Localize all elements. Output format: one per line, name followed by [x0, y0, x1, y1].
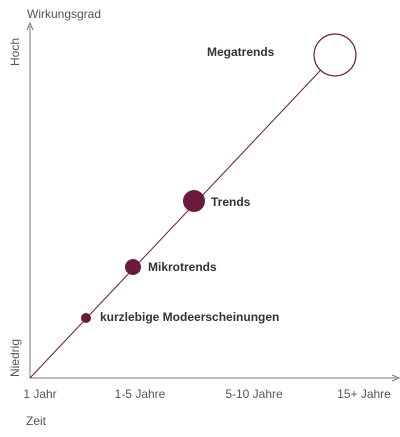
x-title: Zeit	[26, 414, 47, 428]
node-dot	[183, 190, 205, 212]
node-label: Trends	[211, 195, 251, 209]
y-low: Niedrig	[8, 339, 22, 377]
node-label: Mikrotrends	[148, 260, 217, 274]
node-dot	[125, 259, 141, 275]
node-dot	[313, 33, 357, 77]
x-label: 15+ Jahre	[337, 387, 391, 401]
node-label: kurzlebige Modeerscheinungen	[100, 310, 279, 324]
trend-line	[29, 54, 336, 379]
node-label: Megatrends	[207, 45, 275, 59]
x-label: 1-5 Jahre	[115, 387, 166, 401]
x-label: 1 Jahr	[23, 387, 56, 401]
y-high: Hoch	[8, 38, 22, 66]
node-dot	[81, 313, 91, 323]
y-title: Wirkungsgrad	[27, 7, 101, 21]
x-label: 5-10 Jahre	[225, 387, 283, 401]
